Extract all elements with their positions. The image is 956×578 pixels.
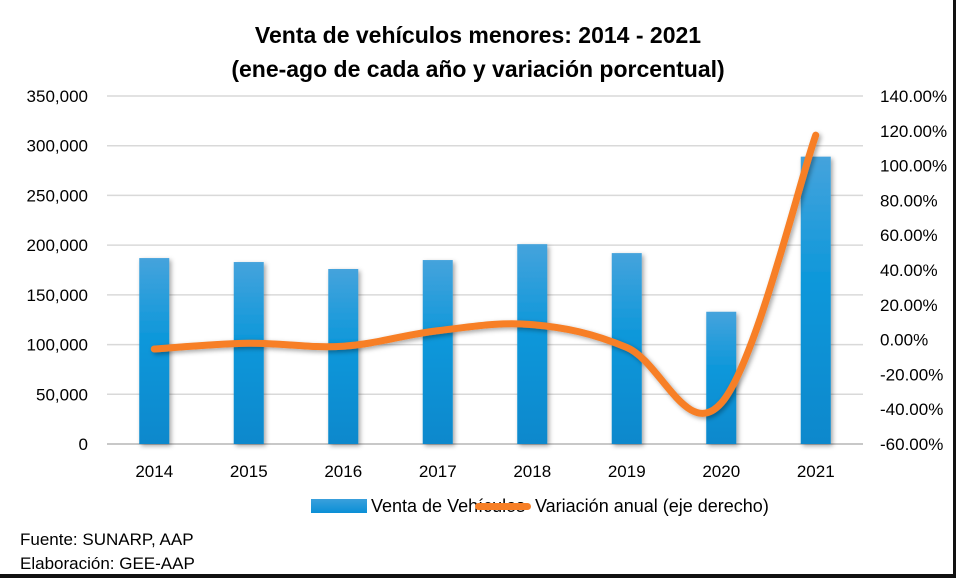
x-tick-label: 2020 bbox=[702, 462, 740, 481]
frame-border-right bbox=[953, 0, 956, 578]
right-tick-label: 40.00% bbox=[880, 261, 938, 280]
left-tick-label: 250,000 bbox=[27, 186, 88, 205]
x-tick-label: 2015 bbox=[230, 462, 268, 481]
right-tick-label: -20.00% bbox=[880, 365, 943, 384]
right-tick-label: 80.00% bbox=[880, 191, 938, 210]
left-tick-label: 300,000 bbox=[27, 137, 88, 156]
right-tick-label: 120.00% bbox=[880, 122, 947, 141]
bar bbox=[233, 262, 264, 444]
gridlines bbox=[107, 95, 863, 445]
chart-title: Venta de vehículos menores: 2014 - 2021 bbox=[254, 22, 702, 48]
right-tick-label: 20.00% bbox=[880, 296, 938, 315]
author-note: Elaboración: GEE-AAP bbox=[20, 554, 195, 573]
legend-item-bars: Venta de Vehículos bbox=[311, 494, 525, 518]
right-axis: -60.00% -40.00% -20.00% 0.00% 20.00% 40.00% 60… bbox=[880, 87, 947, 454]
legend-bar-label: Venta de Vehículos bbox=[371, 495, 526, 516]
bar bbox=[800, 156, 831, 444]
source-note: Fuente: SUNARP, AAP bbox=[20, 530, 194, 549]
left-tick-label: 50,000 bbox=[36, 385, 88, 404]
right-tick-label: -60.00% bbox=[880, 435, 943, 454]
x-axis: 2014 2015 2016 2017 2018 2019 2020 2021 bbox=[135, 462, 834, 481]
line-series bbox=[150, 131, 820, 417]
right-tick-label: 140.00% bbox=[880, 87, 947, 106]
x-tick-label: 2021 bbox=[797, 462, 835, 481]
legend-line-label: Variación anual (eje derecho) bbox=[535, 495, 769, 516]
legend-bar-swatch bbox=[311, 499, 367, 513]
bar bbox=[422, 260, 453, 444]
right-tick-label: 0.00% bbox=[880, 331, 928, 350]
x-tick-label: 2016 bbox=[324, 462, 362, 481]
left-tick-label: 150,000 bbox=[27, 286, 88, 305]
left-tick-label: 0 bbox=[79, 435, 88, 454]
left-tick-label: 350,000 bbox=[27, 87, 88, 106]
x-tick-label: 2018 bbox=[513, 462, 551, 481]
right-tick-label: 60.00% bbox=[880, 226, 938, 245]
left-tick-label: 100,000 bbox=[27, 336, 88, 355]
x-tick-label: 2019 bbox=[608, 462, 646, 481]
bar bbox=[517, 244, 548, 444]
frame-border-bottom bbox=[0, 574, 956, 578]
left-tick-label: 200,000 bbox=[27, 236, 88, 255]
x-tick-label: 2017 bbox=[419, 462, 457, 481]
right-tick-label: -40.00% bbox=[880, 400, 943, 419]
right-tick-label: 100.00% bbox=[880, 157, 947, 176]
left-axis: 0 50,000 100,000 150,000 200,000 250,000 300,0… bbox=[27, 87, 88, 454]
legend-line-swatch bbox=[475, 502, 531, 510]
x-tick-label: 2014 bbox=[135, 462, 173, 481]
chart-subtitle: (ene-ago de cada año y variación porcent… bbox=[231, 56, 725, 82]
legend-item-line: Variación anual (eje derecho) bbox=[475, 494, 769, 518]
bar bbox=[328, 269, 359, 444]
bar bbox=[706, 311, 737, 444]
